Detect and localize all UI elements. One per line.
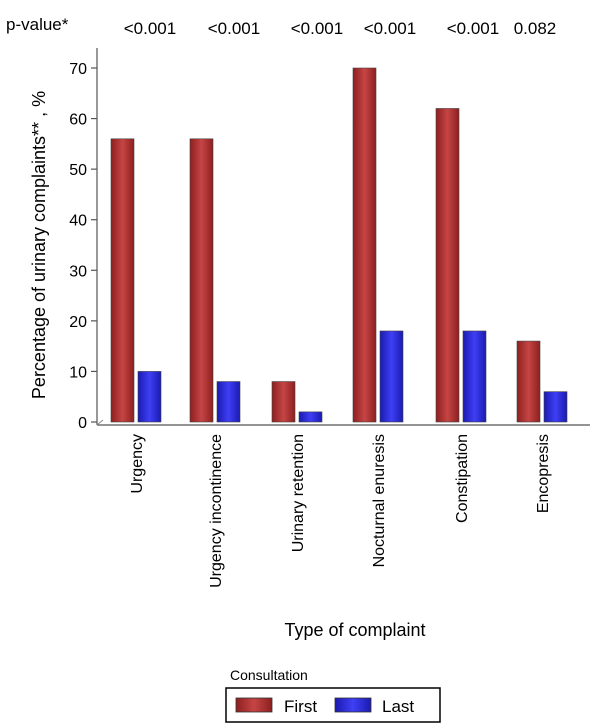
p-value: <0.001 [364, 19, 416, 38]
bar-last-2 [298, 411, 323, 423]
category-label: Constipation [454, 434, 471, 523]
legend: Consultation First Last [225, 667, 441, 723]
p-value: 0.082 [514, 19, 557, 38]
p-value: <0.001 [208, 19, 260, 38]
category-label: Urgency [129, 434, 146, 494]
bar-last-5 [543, 391, 568, 423]
bar-first-2 [271, 381, 296, 423]
bar-last-1 [216, 381, 241, 423]
bar-first-3 [352, 67, 377, 423]
bar-first-5 [516, 340, 541, 423]
bar-first-4 [435, 108, 460, 423]
pvalue-label: p-value* [6, 15, 69, 34]
bar-last-3 [379, 330, 404, 423]
legend-swatch-first [235, 697, 273, 713]
bar-last-4 [462, 330, 487, 423]
legend-label-last: Last [382, 697, 414, 716]
category-label: Urgency incontinence [208, 434, 225, 588]
y-tick-label: 50 [69, 162, 87, 179]
bar-first-0 [110, 138, 135, 423]
x-axis-depth [96, 419, 104, 426]
bar-first-1 [189, 138, 214, 423]
category-label: Encopresis [535, 434, 552, 513]
x-axis-title: Type of complaint [284, 620, 425, 640]
y-tick-label: 60 [69, 112, 87, 129]
legend-label-first: First [284, 697, 317, 716]
y-tick-label: 0 [78, 415, 87, 432]
p-value: <0.001 [291, 19, 343, 38]
y-tick-label: 70 [69, 61, 87, 78]
category-label: Nocturnal enuresis [371, 434, 388, 567]
legend-title: Consultation [230, 667, 308, 683]
legend-swatch-last [334, 697, 372, 713]
p-value: <0.001 [447, 19, 499, 38]
y-tick-label: 20 [69, 314, 87, 331]
category-label: Urinary retention [290, 434, 307, 552]
p-value: <0.001 [124, 19, 176, 38]
legend-box [225, 687, 441, 723]
bar-last-0 [137, 371, 162, 423]
y-tick-label: 30 [69, 263, 87, 280]
y-tick-label: 40 [69, 213, 87, 230]
y-axis-title: Percentage of urinary complaints** , % [29, 91, 49, 399]
y-tick-label: 10 [69, 364, 87, 381]
